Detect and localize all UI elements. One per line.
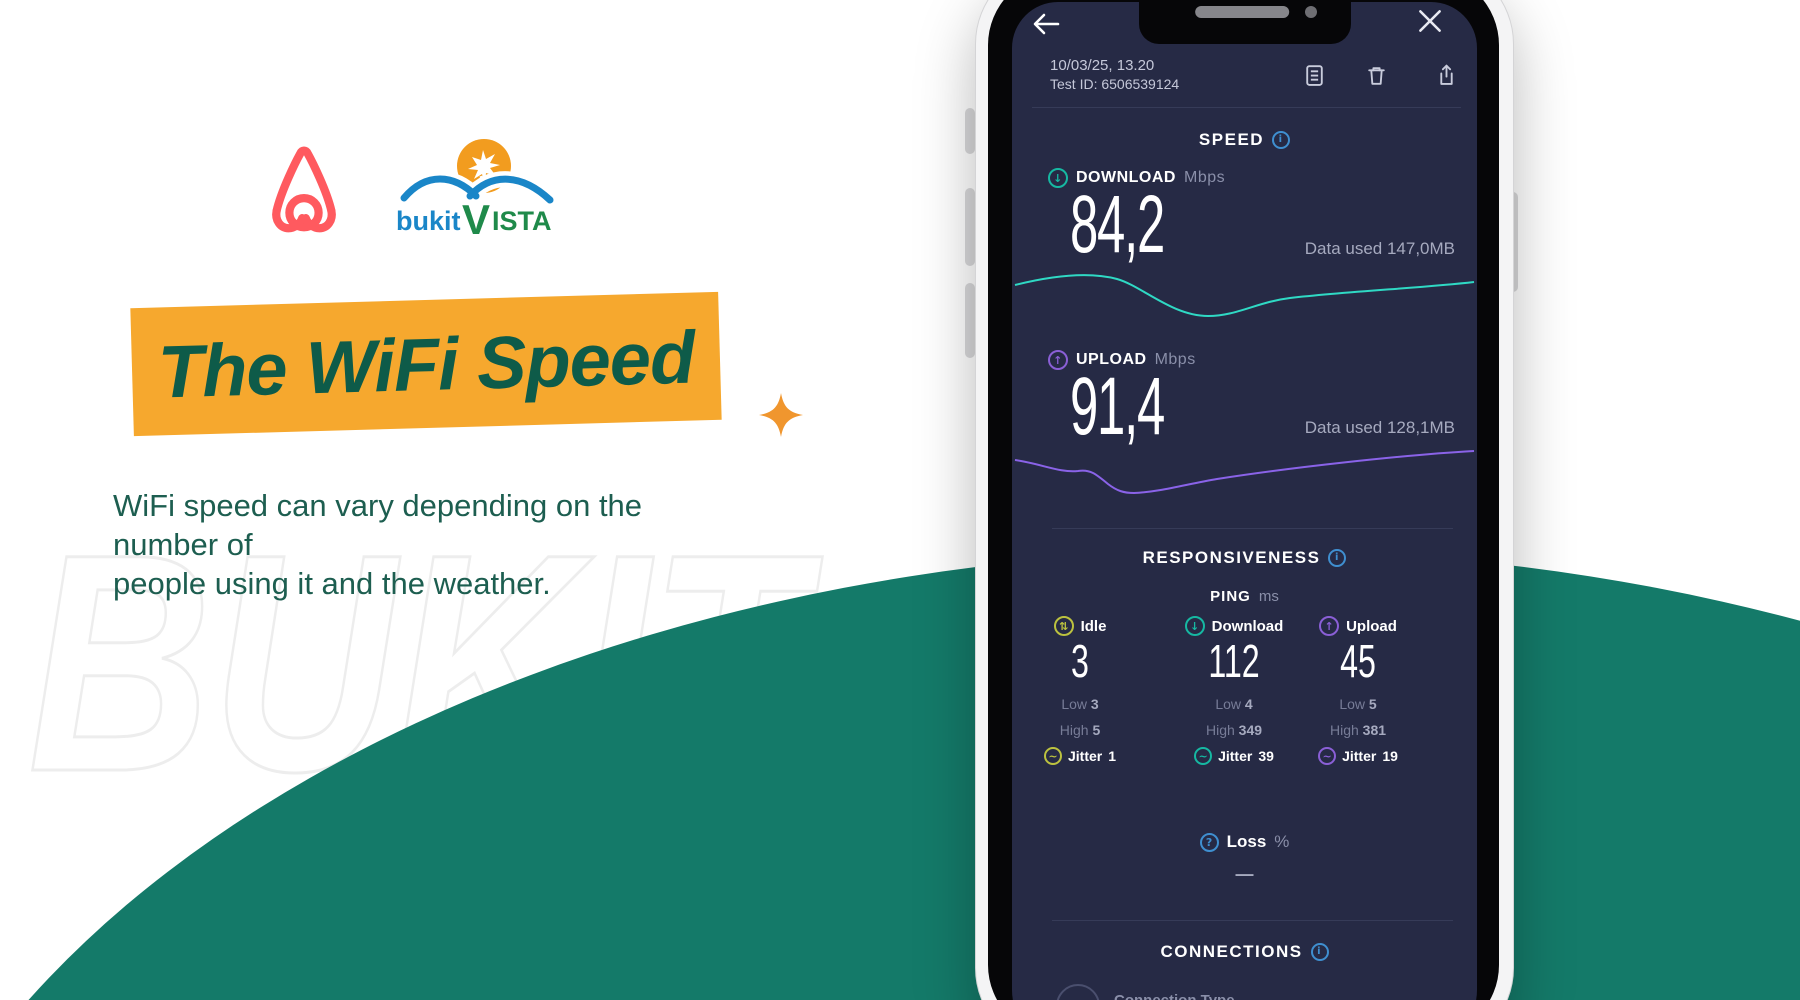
download-value: 84,2 [1070, 179, 1165, 270]
share-icon [1440, 64, 1453, 85]
ping-column-download: ↓ Download 112 Low 4 High 349 ~ Jitter 39 [1172, 616, 1296, 765]
download-unit: Mbps [1183, 169, 1226, 186]
sparkle-icon [758, 392, 804, 438]
ping-upload-jitter: ~ Jitter 19 [1298, 747, 1418, 765]
responsiveness-info-icon[interactable]: i [1328, 549, 1347, 567]
ping-header: PING ms [1012, 588, 1477, 605]
phone-camera [1304, 6, 1317, 18]
responsiveness-section-title: RESPONSIVENESS [1142, 548, 1321, 567]
ping-idle-low: Low 3 [1061, 696, 1099, 712]
delete-result-button[interactable] [1364, 63, 1389, 88]
ping-idle-label-row: ⇅ Idle [1020, 616, 1140, 636]
phone-mute-button [965, 108, 975, 154]
mountain-left-icon [400, 175, 480, 202]
ping-idle-high: High 5 [1059, 722, 1101, 738]
speedtest-app-screen: 10/03/25, 13.20 Test ID: 6506539124 SPEE… [1012, 2, 1477, 1000]
phone-volume-down-button [965, 283, 975, 358]
download-icon: ↓ [1184, 616, 1205, 636]
responsiveness-section-header: RESPONSIVENESS i [1012, 548, 1477, 568]
jitter-icon: ~ [1043, 747, 1062, 765]
download-icon: ↓ [1048, 168, 1068, 188]
vista-v: V [462, 196, 490, 238]
upload-value: 91,4 [1070, 361, 1165, 452]
upload-icon: ↑ [1319, 616, 1340, 636]
divider [1052, 528, 1453, 529]
loss-label: Loss [1226, 832, 1267, 851]
results-list-button[interactable] [1302, 63, 1327, 88]
download-data-used: Data used 147,0MB [1304, 239, 1455, 258]
airbnb-logo-icon [258, 136, 350, 241]
download-value-wrap: 84,2 [1070, 184, 1222, 266]
speed-info-icon[interactable]: i [1272, 131, 1291, 149]
upload-value-wrap: 91,4 [1070, 366, 1222, 448]
share-result-button[interactable] [1434, 62, 1459, 87]
divider [1052, 920, 1453, 921]
ping-download-high: High 349 [1205, 722, 1263, 738]
ping-unit: ms [1258, 588, 1279, 605]
ping-column-upload: ↑ Upload 45 Low 5 High 381 ~ Jitter 19 [1298, 616, 1418, 765]
upload-unit: Mbps [1154, 351, 1196, 368]
ping-idle-label: Idle [1080, 617, 1107, 635]
bukitvista-logo: bukit V ISTA [396, 134, 564, 238]
description-line-1: WiFi speed can vary depending on the num… [113, 488, 643, 562]
jitter-icon: ~ [1318, 747, 1337, 765]
ping-download-low: Low 4 [1215, 696, 1253, 712]
ping-upload-value: 45 [1340, 635, 1376, 687]
idle-icon: ⇅ [1053, 616, 1074, 636]
page-title: The WiFi Speed [156, 315, 696, 413]
ping-upload-label-row: ↑ Upload [1298, 616, 1418, 636]
download-sparkline-chart [1014, 274, 1475, 318]
ping-download-label: Download [1211, 617, 1284, 635]
ping-label: PING [1210, 588, 1251, 605]
title-banner: The WiFi Speed [130, 291, 722, 437]
upload-sparkline-chart [1014, 450, 1475, 495]
description-line-2: people using it and the weather. [113, 566, 551, 601]
connections-section-header: CONNECTIONS i [1012, 942, 1477, 962]
bukit-wordmark: bukit [396, 206, 461, 236]
ping-idle-jitter: ~ Jitter 1 [1020, 747, 1140, 765]
ping-download-jitter: ~ Jitter 39 [1172, 747, 1296, 765]
upload-data-used: Data used 128,1MB [1304, 418, 1455, 437]
connections-section-title: CONNECTIONS [1160, 942, 1303, 961]
upload-label-row: ↑ UPLOAD Mbps [1048, 350, 1196, 370]
loss-help-icon[interactable]: ? [1199, 832, 1219, 852]
download-label: DOWNLOAD [1076, 169, 1176, 186]
jitter-icon: ~ [1194, 747, 1213, 765]
loss-unit: % [1274, 832, 1290, 851]
close-icon [1419, 10, 1441, 32]
upload-icon: ↑ [1048, 350, 1068, 370]
phone-volume-up-button [965, 188, 975, 266]
ping-download-label-row: ↓ Download [1172, 616, 1296, 636]
close-button[interactable] [1415, 6, 1445, 36]
ping-download-value: 112 [1208, 635, 1260, 687]
connection-type-icon [1056, 984, 1100, 1000]
connection-type-label: Connection Type [1114, 992, 1235, 1000]
ping-column-idle: ⇅ Idle 3 Low 3 High 5 ~ Jitter 1 [1020, 616, 1140, 765]
loss-value: — [1235, 864, 1254, 884]
download-label-row: ↓ DOWNLOAD Mbps [1048, 168, 1225, 188]
speed-section-title: SPEED [1198, 130, 1265, 149]
ping-idle-value: 3 [1071, 635, 1089, 687]
back-button[interactable] [1030, 10, 1062, 38]
ping-upload-label: Upload [1346, 617, 1397, 635]
connections-info-icon[interactable]: i [1310, 943, 1329, 961]
ping-upload-high: High 381 [1329, 722, 1387, 738]
mountain-right-icon [466, 175, 554, 204]
ping-upload-low: Low 5 [1339, 696, 1377, 712]
divider [1032, 107, 1461, 108]
test-id: Test ID: 6506539124 [1050, 76, 1180, 92]
phone-speaker [1194, 6, 1289, 18]
test-datetime: 10/03/25, 13.20 [1050, 57, 1155, 74]
results-list-icon [1306, 65, 1323, 86]
upload-label: UPLOAD [1076, 351, 1147, 368]
trash-icon [1368, 67, 1385, 85]
back-arrow-icon [1033, 13, 1060, 35]
description-text: WiFi speed can vary depending on the num… [113, 486, 753, 603]
vista-rest: ISTA [492, 206, 552, 236]
loss-row: ? Loss % [1012, 832, 1477, 852]
phone-notch [1138, 2, 1351, 44]
speed-section-header: SPEED i [1012, 130, 1477, 150]
